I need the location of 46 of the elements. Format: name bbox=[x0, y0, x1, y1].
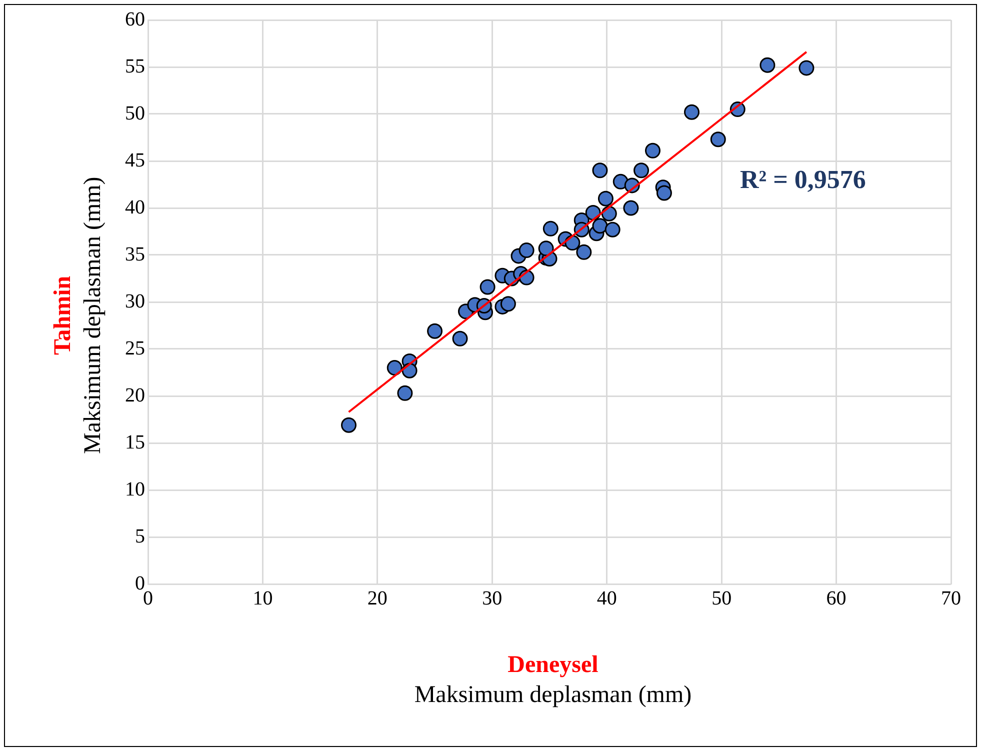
point bbox=[542, 220, 558, 236]
point bbox=[592, 162, 608, 178]
point bbox=[634, 162, 650, 178]
point bbox=[592, 218, 608, 234]
point bbox=[480, 279, 496, 295]
y-tick-label: 25 bbox=[125, 337, 145, 360]
point bbox=[623, 200, 639, 216]
y-tick-label: 40 bbox=[125, 196, 145, 218]
point bbox=[397, 385, 413, 401]
point bbox=[798, 60, 814, 76]
y-tick-label: 10 bbox=[125, 478, 145, 500]
x-tick-label: 70 bbox=[941, 587, 961, 610]
point bbox=[518, 242, 534, 258]
point bbox=[710, 132, 726, 148]
x-tick-label: 20 bbox=[367, 587, 388, 610]
point bbox=[500, 296, 516, 312]
point bbox=[576, 244, 592, 260]
x-tick-label: 30 bbox=[482, 587, 502, 610]
y-tick-label: 35 bbox=[125, 243, 145, 266]
y-tick-label: 20 bbox=[125, 384, 145, 406]
point bbox=[538, 240, 554, 256]
x-tick-label: 50 bbox=[712, 587, 732, 610]
y-tick-label: 55 bbox=[125, 55, 145, 78]
y-tick-label: 5 bbox=[135, 525, 145, 548]
x-axis-title: Deneysel Maksimum deplasman (mm) bbox=[413, 651, 693, 710]
y-tick-label: 45 bbox=[125, 149, 145, 172]
y-tick-label: 15 bbox=[125, 431, 145, 454]
point bbox=[452, 330, 468, 346]
x-tick-label: 40 bbox=[596, 587, 617, 610]
point bbox=[341, 417, 356, 433]
point bbox=[427, 323, 443, 339]
y-tick-label: 60 bbox=[125, 8, 145, 30]
annotation: R² = 0,9576 bbox=[740, 165, 866, 195]
point bbox=[604, 222, 620, 238]
point bbox=[644, 142, 660, 158]
point bbox=[684, 104, 700, 120]
y-tick-label: 0 bbox=[135, 572, 145, 594]
y-tick-label: 50 bbox=[125, 102, 145, 124]
x-tick-label: 10 bbox=[252, 587, 273, 610]
y-axis-title: Tahmin Maksimum deplasman (mm) bbox=[49, 176, 107, 456]
point bbox=[598, 190, 614, 206]
point bbox=[386, 360, 402, 376]
point bbox=[760, 57, 776, 73]
point bbox=[656, 185, 672, 201]
y-tick-label: 30 bbox=[125, 290, 145, 312]
x-tick-label: 60 bbox=[826, 587, 846, 610]
